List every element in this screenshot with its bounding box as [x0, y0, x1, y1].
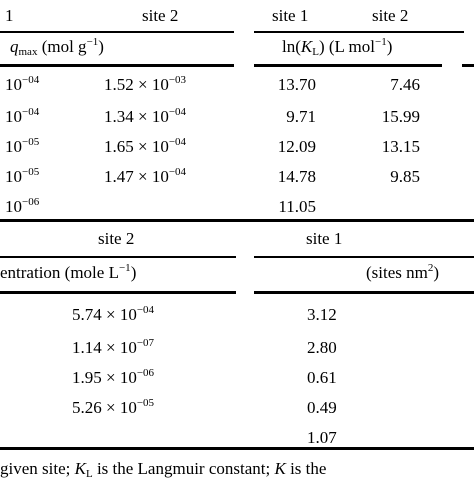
footnote: given site; KL is the Langmuir constant;…	[0, 459, 327, 480]
table-row-1-col2: 1.34 × 10−04	[104, 106, 187, 126]
header-bottom-rule-left	[0, 64, 234, 67]
bottom-header-site2: site 2	[98, 229, 135, 248]
list-item-1-site2: 1.14 × 10−07	[72, 337, 155, 357]
table-row-1-col3: 9.71	[286, 107, 316, 126]
table-row-2-col3: 12.09	[277, 137, 316, 156]
table-row-3-col3: 14.78	[277, 167, 316, 186]
table-row-4-col3: 11.05	[278, 197, 316, 216]
table-row-2-col1: 10−05	[5, 136, 40, 156]
concentration-unit-label: entration (mole L−1)	[0, 262, 137, 282]
table-row-3-col4: 9.85	[390, 167, 420, 186]
table-row-3-col1: 10−05	[5, 166, 40, 186]
header-bottom-rule-right	[254, 64, 442, 67]
table-row-2-col2: 1.65 × 10−04	[104, 136, 187, 156]
table-row-0-col1: 10−04	[5, 74, 40, 94]
table-bottom-rule	[0, 447, 474, 450]
header-rule-lnk	[254, 31, 464, 33]
table-row-1-col4: 15.99	[381, 107, 420, 126]
table-row-0-col2: 1.52 × 10−03	[104, 74, 187, 94]
list-item-0-site1: 3.12	[307, 305, 337, 324]
header-col1: 1	[5, 6, 14, 25]
qmax-unit-label: qmax (mol g−1)	[10, 36, 104, 58]
table-row-2-col4: 13.15	[381, 137, 420, 156]
header-bottom-rule-edge	[462, 64, 474, 67]
header-site2-lnk: site 2	[372, 6, 409, 25]
table-row-4-col1: 10−06	[5, 196, 40, 216]
list-item-1-site1: 2.80	[307, 338, 337, 357]
bottom-header-rule-left	[0, 256, 236, 258]
list-item-4-site1: 1.07	[307, 428, 337, 447]
bottom-header-site1: site 1	[306, 229, 343, 248]
lnk-unit-label: ln(KL) (L mol−1)	[282, 36, 393, 58]
header-rule-qmax	[0, 31, 234, 33]
list-item-2-site2: 1.95 × 10−06	[72, 367, 155, 387]
list-item-3-site1: 0.49	[307, 398, 337, 417]
table-row-3-col2: 1.47 × 10−04	[104, 166, 187, 186]
table-row-1-col1: 10−04	[5, 106, 40, 126]
table-row-0-col3: 13.70	[277, 75, 316, 94]
sites-unit-label: (sites nm2)	[366, 262, 440, 282]
table-separator-rule	[0, 219, 474, 222]
list-item-0-site2: 5.74 × 10−04	[72, 304, 155, 324]
bottom-header-bottom-rule-left	[0, 291, 236, 294]
bottom-header-bottom-rule-right	[254, 291, 474, 294]
list-item-2-site1: 0.61	[307, 368, 337, 387]
list-item-3-site2: 5.26 × 10−05	[72, 397, 155, 417]
header-site2-qmax: site 2	[142, 6, 179, 25]
bottom-header-rule-right	[254, 256, 474, 258]
header-site1-lnk: site 1	[272, 6, 309, 25]
table-row-0-col4: 7.46	[390, 75, 420, 94]
